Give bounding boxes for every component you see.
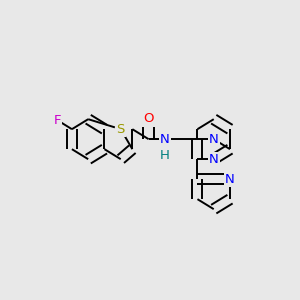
Text: O: O [143, 112, 154, 125]
Text: F: F [53, 114, 61, 127]
Text: H: H [160, 149, 170, 162]
Text: N: N [225, 173, 235, 186]
Text: N: N [209, 133, 219, 146]
Text: N: N [209, 153, 219, 166]
Text: N: N [160, 133, 170, 146]
Text: S: S [116, 123, 125, 136]
